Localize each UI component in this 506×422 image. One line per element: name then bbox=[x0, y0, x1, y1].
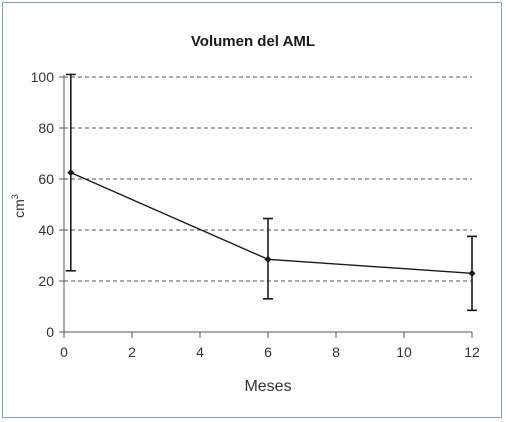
data-point-0 bbox=[67, 169, 75, 177]
y-axis-label-group: cm3 bbox=[10, 194, 27, 218]
series-line-0 bbox=[70, 171, 473, 275]
data-point-2 bbox=[468, 269, 476, 277]
x-tick-labels: 0 2 4 6 8 10 12 bbox=[60, 344, 480, 360]
y-tick-label-60: 60 bbox=[38, 171, 54, 187]
y-axis-label: cm bbox=[11, 199, 27, 218]
y-tick-label-100: 100 bbox=[31, 69, 55, 85]
x-tick-label-4: 4 bbox=[196, 344, 204, 360]
series-layer bbox=[65, 73, 477, 312]
chart-title: Volumen del AML bbox=[191, 33, 315, 50]
y-tick-label-80: 80 bbox=[38, 120, 54, 136]
x-axis-label: Meses bbox=[244, 378, 291, 395]
x-tick-label-8: 8 bbox=[332, 344, 340, 360]
axes bbox=[59, 75, 473, 338]
y-tick-label-40: 40 bbox=[38, 222, 54, 238]
x-tick-label-10: 10 bbox=[396, 344, 412, 360]
y-axis-label-superscript: 3 bbox=[10, 194, 20, 199]
x-tick-label-12: 12 bbox=[464, 344, 480, 360]
x-tick-label-2: 2 bbox=[128, 344, 136, 360]
x-tick-label-6: 6 bbox=[264, 344, 272, 360]
y-tick-label-0: 0 bbox=[46, 324, 54, 340]
data-point-1 bbox=[264, 255, 272, 263]
y-tick-labels: 0 20 40 60 80 100 bbox=[31, 69, 55, 340]
svg-text:cm3: cm3 bbox=[10, 194, 27, 218]
x-tick-label-0: 0 bbox=[60, 344, 68, 360]
chart-frame bbox=[2, 2, 502, 418]
y-tick-label-20: 20 bbox=[38, 273, 54, 289]
